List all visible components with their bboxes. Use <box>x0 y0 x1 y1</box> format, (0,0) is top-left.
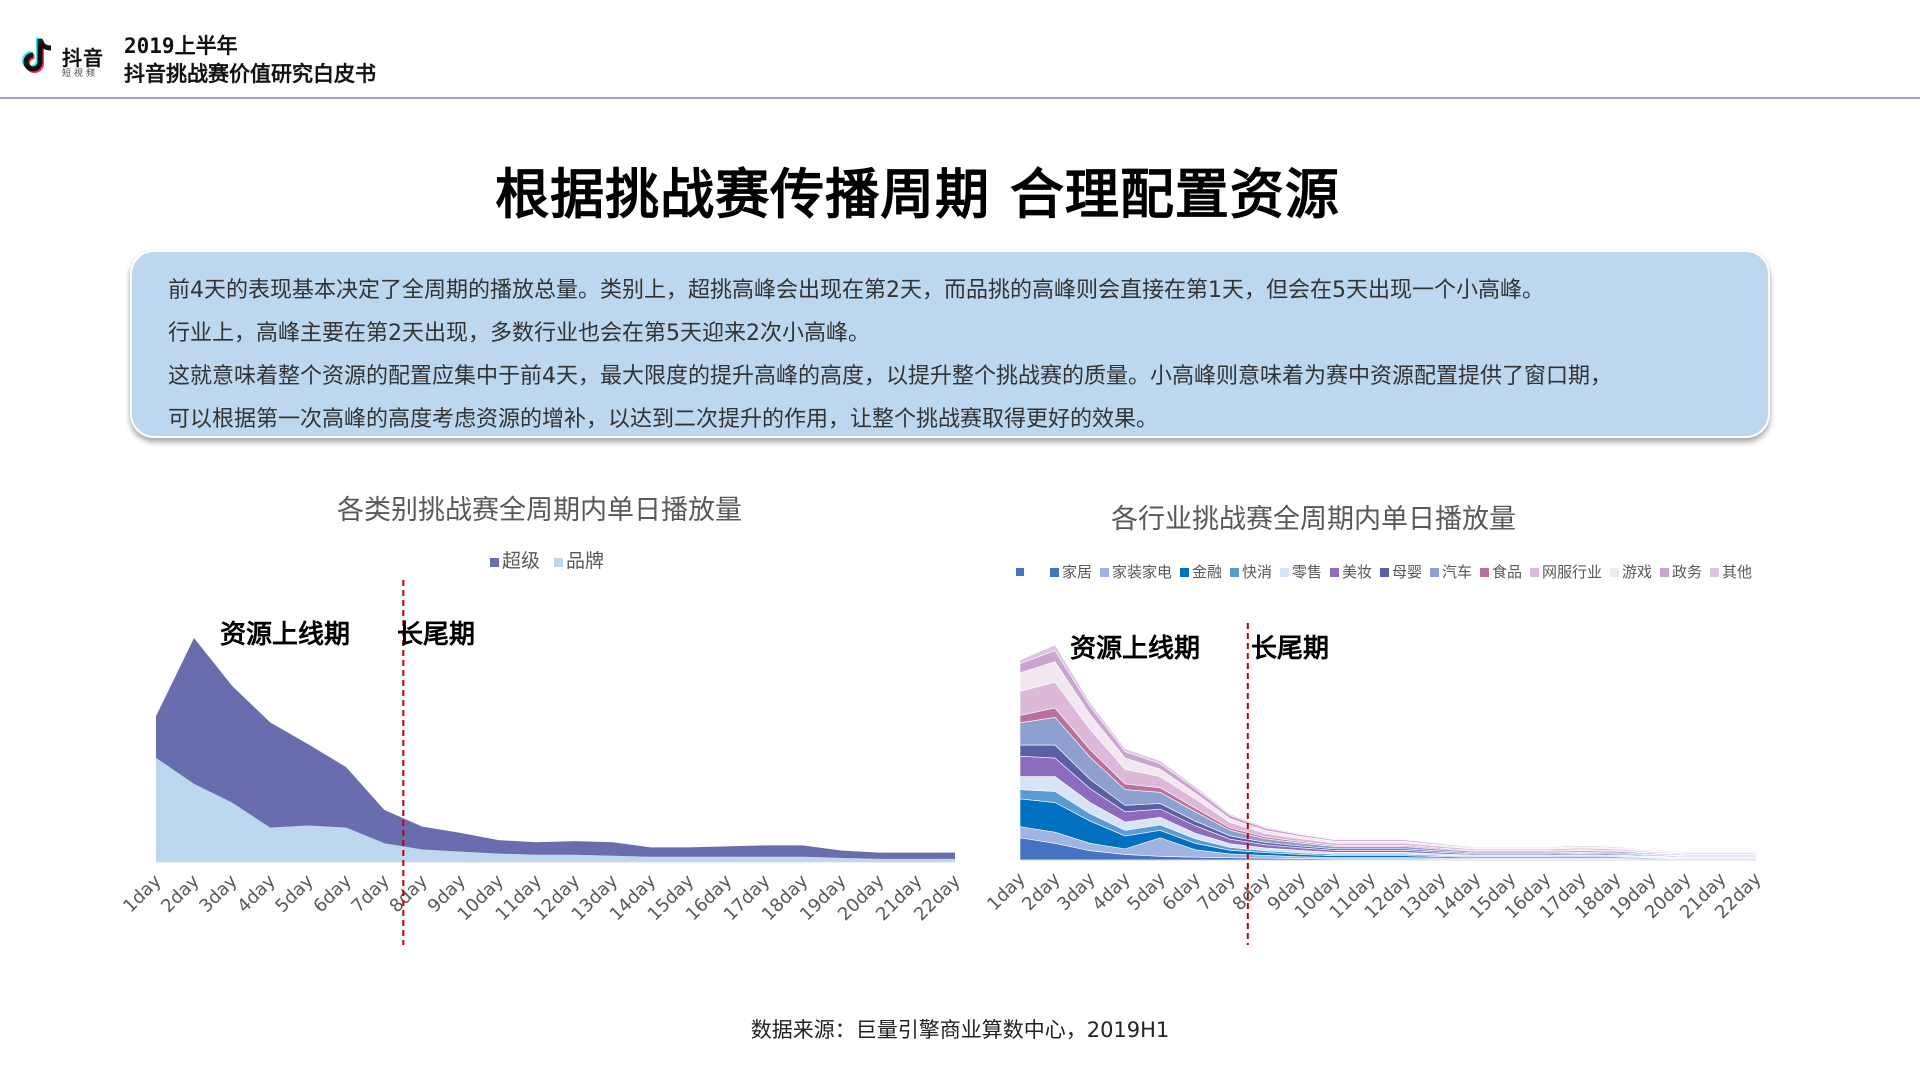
x-tick-label: 8day <box>386 870 433 917</box>
phase-label-tail: 长尾期 <box>397 620 476 650</box>
header-divider <box>0 97 1920 99</box>
logo-subtext: 短视频 <box>62 69 99 79</box>
summary-line: 行业上，高峰主要在第2天出现，多数行业也会在第5天迎来2次小高峰。 <box>168 321 870 346</box>
legend-label: 汽车 <box>1442 563 1472 581</box>
summary-line: 前4天的表现基本决定了全周期的播放总量。类别上，超挑高峰会出现在第2天，而品挑的… <box>168 278 1544 303</box>
page-header: 抖音 短视频 2019上半年 抖音挑战赛价值研究白皮书 <box>0 0 1920 99</box>
category-area-chart: 超级 品牌1day2day3day4day5day6day7day8day9day… <box>119 550 965 945</box>
x-tick-label: 1day <box>983 868 1030 915</box>
industry-area-chart: 家居 家装家电 金融 快消 零售 美妆 母婴 汽车 食品 网服行业 游戏 政务 其他 1day2day3d… <box>983 563 1766 945</box>
phase-label-launch: 资源上线期 <box>220 620 351 650</box>
area-series-12 <box>1019 644 1757 853</box>
x-tick-label: 6day <box>309 870 356 917</box>
legend-label: 零售 <box>1292 563 1322 581</box>
legend-label: 食品 <box>1492 563 1522 581</box>
legend-label: 其他 <box>1722 563 1752 581</box>
summary-box: 前4天的表现基本决定了全周期的播放总量。类别上，超挑高峰会出现在第2天，而品挑的… <box>130 250 1770 438</box>
legend-label: 母婴 <box>1392 563 1422 581</box>
area-series-1 <box>156 638 955 859</box>
legend-label: 政务 <box>1672 563 1702 581</box>
legend-label: 超级 <box>502 550 540 572</box>
legend-label: 金融 <box>1192 563 1222 581</box>
x-tick-label: 2day <box>1018 868 1065 915</box>
report-title: 抖音挑战赛价值研究白皮书 <box>124 62 376 86</box>
x-tick-label: 6day <box>1158 868 1205 915</box>
legend-label: 品牌 <box>566 550 604 572</box>
x-tick-label: 3day <box>195 870 242 917</box>
page-title: 根据挑战赛传播周期 合理配置资源 <box>495 163 1340 226</box>
douyin-logo-icon <box>22 37 52 73</box>
legend-swatch <box>554 558 563 567</box>
data-source-note: 数据来源：巨量引擎商业算数中心，2019H1 <box>750 1018 1170 1042</box>
legend-swatch <box>1530 568 1539 577</box>
x-tick-label: 8day <box>1229 868 1276 915</box>
phase-label-launch: 资源上线期 <box>1070 634 1201 664</box>
summary-line: 可以根据第一次高峰的高度考虑资源的增补，以达到二次提升的作用，让整个挑战赛取得更… <box>168 407 1159 432</box>
legend-swatch <box>1330 568 1339 577</box>
legend-label: 美妆 <box>1342 563 1372 581</box>
legend-label: 快消 <box>1242 563 1272 581</box>
summary-line: 这就意味着整个资源的配置应集中于前4天，最大限度的提升高峰的高度，以提升整个挑战… <box>168 364 1613 389</box>
x-tick-label: 1day <box>119 870 166 917</box>
legend-swatch <box>1100 568 1109 577</box>
report-period: 2019上半年 <box>124 34 238 58</box>
legend-swatch <box>1230 568 1239 577</box>
x-tick-label: 7day <box>1193 868 1240 915</box>
x-tick-label: 4day <box>1088 868 1135 915</box>
legend-label: 家居 <box>1062 563 1092 581</box>
legend-swatch <box>1660 568 1669 577</box>
legend-swatch <box>1430 568 1439 577</box>
legend-swatch <box>1610 568 1619 577</box>
x-tick-label: 2day <box>157 870 204 917</box>
x-tick-label: 7day <box>347 870 394 917</box>
legend-label: 家装家电 <box>1112 563 1172 581</box>
legend-marker <box>1016 568 1024 576</box>
x-tick-label: 5day <box>271 870 318 917</box>
legend-swatch <box>1280 568 1289 577</box>
x-tick-label: 4day <box>233 870 280 917</box>
legend-label: 游戏 <box>1622 563 1652 581</box>
legend-swatch <box>1710 568 1719 577</box>
legend-swatch <box>490 558 499 567</box>
legend-swatch <box>1380 568 1389 577</box>
legend-swatch <box>1180 568 1189 577</box>
chart-legend: 家居 家装家电 金融 快消 零售 美妆 母婴 汽车 食品 网服行业 游戏 政务 其他 <box>1016 563 1752 581</box>
x-tick-label: 3day <box>1053 868 1100 915</box>
chart-title-category: 各类别挑战赛全周期内单日播放量 <box>337 495 742 526</box>
x-tick-label: 5day <box>1123 868 1170 915</box>
legend-swatch <box>1480 568 1489 577</box>
chart-title-industry: 各行业挑战赛全周期内单日播放量 <box>1111 504 1516 535</box>
legend-label: 网服行业 <box>1542 563 1602 581</box>
legend-swatch <box>1050 568 1059 577</box>
area-series-0 <box>156 757 955 862</box>
chart-legend: 超级 品牌 <box>490 550 604 572</box>
logo-wordmark: 抖音 <box>62 46 104 70</box>
phase-label-tail: 长尾期 <box>1251 634 1330 664</box>
